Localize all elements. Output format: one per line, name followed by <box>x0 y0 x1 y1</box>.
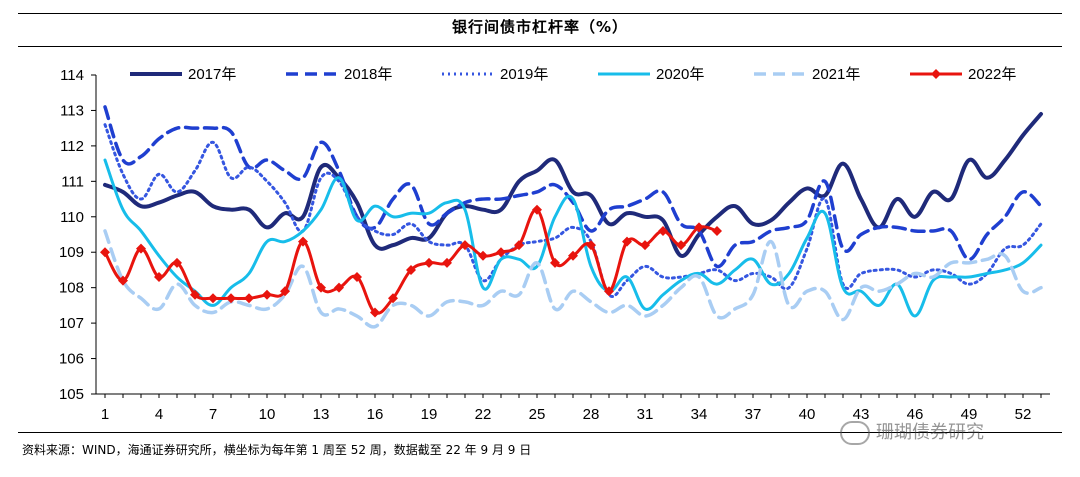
x-tick-label: 4 <box>155 406 163 423</box>
source-note: 资料来源：WIND，海通证券研究所，横坐标为每年第 1 周至 52 周，数据截至… <box>22 443 532 457</box>
x-tick-label: 16 <box>367 406 384 423</box>
legend-diamond-2022年 <box>931 69 941 79</box>
x-tick-label: 22 <box>475 406 492 423</box>
y-tick-label: 109 <box>59 244 84 261</box>
watermark: 珊瑚债券研究 <box>840 418 984 445</box>
x-tick-label: 13 <box>313 406 330 423</box>
data-point-2022年 <box>586 240 596 251</box>
data-point-2022年 <box>226 293 236 304</box>
data-point-2022年 <box>172 257 182 268</box>
x-tick-label: 34 <box>691 406 708 423</box>
y-tick-label: 106 <box>59 351 84 368</box>
legend-label-2022年: 2022年 <box>968 66 1016 83</box>
data-point-2022年 <box>118 275 128 286</box>
x-tick-label: 37 <box>745 406 762 423</box>
chart-title: 银行间债市杠杆率（%） <box>451 18 629 36</box>
x-tick-label: 25 <box>529 406 546 423</box>
data-point-2022年 <box>478 250 488 261</box>
data-point-2022年 <box>532 204 542 215</box>
y-tick-label: 108 <box>59 280 84 297</box>
x-tick-label: 1 <box>101 406 109 423</box>
series-line-2017年 <box>103 111 1043 258</box>
y-tick-label: 107 <box>59 315 84 332</box>
series-line-2018年 <box>103 105 1043 269</box>
x-tick-label: 40 <box>799 406 816 423</box>
data-point-2022年 <box>154 272 164 283</box>
data-point-2022年 <box>100 247 110 258</box>
x-tick-label: 43 <box>853 406 870 423</box>
data-point-2022年 <box>208 293 218 304</box>
legend: 2017年 2018年 2019年 2020年 2021年 2022年 <box>130 66 1016 83</box>
legend-label-2019年: 2019年 <box>500 66 548 83</box>
watermark-text: 珊瑚债券研究 <box>876 422 984 443</box>
data-point-2022年 <box>262 289 272 300</box>
data-point-2022年 <box>298 236 308 247</box>
data-point-2022年 <box>190 289 200 300</box>
x-tick-label: 49 <box>961 406 978 423</box>
legend-label-2018年: 2018年 <box>344 66 392 83</box>
wechat-icon <box>840 421 870 445</box>
axes-layer: 105 106 107 108 109 110 111 112 113 114 1 4 7 10 13 16 1… <box>59 67 1050 423</box>
x-tick-label: 31 <box>637 406 654 423</box>
legend-label-2020年: 2020年 <box>656 66 704 83</box>
y-tick-label: 114 <box>60 67 84 84</box>
title-underline-rule <box>18 46 1062 47</box>
y-tick-label: 111 <box>61 173 84 190</box>
series-line-2020年 <box>103 158 1043 318</box>
x-tick-label: 46 <box>907 406 924 423</box>
data-point-2022年 <box>424 257 434 268</box>
data-point-2022年 <box>316 282 326 293</box>
x-tick-label: 28 <box>583 406 600 423</box>
data-point-2022年 <box>694 222 704 233</box>
x-tick-label: 10 <box>259 406 276 423</box>
x-tick-label: 7 <box>209 406 217 423</box>
data-point-2022年 <box>280 286 290 297</box>
series-layer <box>100 105 1043 329</box>
data-point-2022年 <box>370 307 380 318</box>
data-point-2022年 <box>568 250 578 261</box>
data-point-2022年 <box>658 225 668 236</box>
data-point-2022年 <box>406 264 416 275</box>
data-point-2022年 <box>496 247 506 258</box>
data-point-2022年 <box>514 240 524 251</box>
legend-label-2021年: 2021年 <box>812 66 860 83</box>
bottom-rule <box>18 432 1062 433</box>
top-rule <box>18 13 1062 14</box>
data-point-2022年 <box>712 225 722 236</box>
y-tick-label: 112 <box>60 138 84 155</box>
data-point-2022年 <box>244 293 254 304</box>
data-point-2022年 <box>640 240 650 251</box>
data-point-2022年 <box>334 282 344 293</box>
data-point-2022年 <box>352 272 362 283</box>
y-tick-label: 110 <box>60 209 84 226</box>
x-tick-label: 52 <box>1015 406 1032 423</box>
data-point-2022年 <box>604 286 614 297</box>
y-tick-label: 105 <box>59 386 84 403</box>
data-point-2022年 <box>622 236 632 247</box>
data-point-2022年 <box>136 243 146 254</box>
series-line-2019年 <box>103 123 1043 298</box>
data-point-2022年 <box>676 240 686 251</box>
y-tick-label: 113 <box>60 102 84 119</box>
data-point-2022年 <box>442 257 452 268</box>
x-tick-label: 19 <box>421 406 438 423</box>
data-point-2022年 <box>550 257 560 268</box>
data-point-2022年 <box>388 293 398 304</box>
series-line-2021年 <box>103 229 1043 329</box>
legend-label-2017年: 2017年 <box>188 66 236 83</box>
data-point-2022年 <box>460 240 470 251</box>
